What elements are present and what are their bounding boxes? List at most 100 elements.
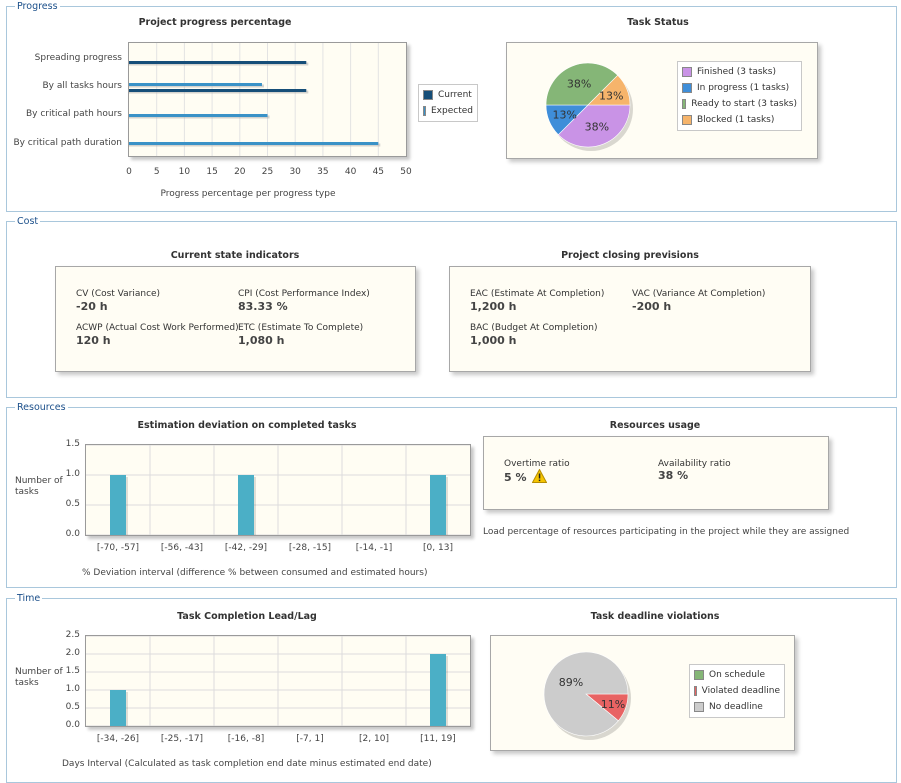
blocked-swatch <box>682 115 692 125</box>
closing-previsions-title: Project closing previsions <box>561 250 699 261</box>
cv-value: -20 h <box>76 300 108 313</box>
resources-usage-panel: Overtime ratio 5 % Availability ratio 38… <box>483 436 829 510</box>
x-tick: [-56, -43] <box>160 543 204 553</box>
violated-swatch <box>694 686 697 696</box>
progress-x-tick: 5 <box>153 167 160 177</box>
legend-item-on-schedule: On schedule <box>694 667 780 683</box>
bar <box>430 475 446 535</box>
availability-label: Availability ratio <box>658 459 731 469</box>
progress-x-tick: 0 <box>126 167 132 177</box>
progress-x-tick: 10 <box>178 167 191 177</box>
pie-slice-label: 13% <box>599 89 623 102</box>
progress-section: Progress <box>6 1 897 212</box>
legend-label: On schedule <box>709 670 765 680</box>
cost-section: Cost <box>6 216 897 398</box>
bar <box>110 475 126 535</box>
no-deadline-swatch <box>694 702 704 712</box>
current-swatch <box>423 90 433 100</box>
time-section-title: Time <box>17 593 41 604</box>
deadline-chart: 89% 11% On schedule Violated deadline No … <box>490 635 795 751</box>
resources-usage-title: Resources usage <box>609 420 701 431</box>
x-tick: [2, 10] <box>359 734 389 744</box>
y-tick: 1.0 <box>65 684 80 694</box>
vac-value: -200 h <box>632 300 672 313</box>
legend-label: In progress (1 tasks) <box>697 83 790 93</box>
pie-slice-ready-to-start <box>545 62 619 106</box>
bar-expected <box>129 83 262 86</box>
deviation-x-axis-label: % Deviation interval (difference % betwe… <box>82 568 428 578</box>
legend-label: Ready to start (3 tasks) <box>691 99 797 109</box>
task-status-legend: Finished (3 tasks) In progress (1 tasks)… <box>677 61 802 131</box>
progress-x-tick: 35 <box>317 167 329 177</box>
pie-slice-label: 11% <box>601 698 625 711</box>
progress-chart-title: Project progress percentage <box>138 17 292 28</box>
progress-section-title: Progress <box>17 1 58 12</box>
y-tick: 0.5 <box>65 499 80 509</box>
cpi-label: CPI (Cost Performance Index) <box>238 289 370 299</box>
ready-swatch <box>682 99 687 109</box>
progress-x-tick: 25 <box>261 167 274 177</box>
y-tick: 0.5 <box>65 702 80 712</box>
y-tick: 1.5 <box>65 439 80 449</box>
pie-slice-no-deadline <box>543 651 629 737</box>
y-tick: 2.0 <box>65 648 80 658</box>
x-tick: [-16, -8] <box>227 734 265 744</box>
cost-section-title: Cost <box>17 216 39 227</box>
eac-label: EAC (Estimate At Completion) <box>470 289 605 299</box>
pie-slice-label: 13% <box>552 109 576 122</box>
overtime-label: Overtime ratio <box>504 459 570 469</box>
progress-x-tick: 20 <box>234 167 246 177</box>
etc-label: ETC (Estimate To Complete) <box>238 323 364 333</box>
x-tick: [-7, 1] <box>296 734 324 744</box>
cv-label: CV (Cost Variance) <box>76 289 161 299</box>
y-tick: 2.5 <box>65 630 80 640</box>
closing-previsions-panel: EAC (Estimate At Completion) 1,200 h VAC… <box>449 266 811 372</box>
on-schedule-swatch <box>694 670 704 680</box>
finished-swatch <box>682 67 692 77</box>
warning-icon <box>532 468 548 483</box>
progress-cat-label: Spreading progress <box>34 53 122 63</box>
pie-slice-label: 38% <box>585 120 609 133</box>
legend-label: Blocked (1 tasks) <box>697 115 775 125</box>
vac-label: VAC (Variance At Completion) <box>632 289 766 299</box>
legend-label: No deadline <box>709 702 763 712</box>
availability-value: 38 % <box>658 469 689 482</box>
leadlag-y-label-1: Number of <box>15 667 63 677</box>
legend-item-finished: Finished (3 tasks) <box>682 64 797 80</box>
x-tick: [-34, -26] <box>96 734 140 744</box>
deviation-chart <box>85 444 471 536</box>
legend-item-current: Current <box>423 87 473 103</box>
y-tick: 1.0 <box>65 469 80 479</box>
task-status-chart: 38% 13% 38% 13% Finished (3 tasks) In progr… <box>506 42 818 159</box>
progress-x-axis-label: Progress percentage per progress type <box>160 189 336 199</box>
leadlag-chart <box>85 635 471 727</box>
pie-slice-label: 38% <box>567 78 591 91</box>
legend-label: Finished (3 tasks) <box>697 67 776 77</box>
cpi-value: 83.33 % <box>238 300 288 313</box>
progress-cat-label: By critical path duration <box>13 138 122 148</box>
pie-slice-blocked <box>587 74 631 106</box>
bar-expected <box>129 142 379 145</box>
resources-section: Resources <box>6 402 897 588</box>
x-tick: [-42, -29] <box>224 543 268 553</box>
legend-item-blocked: Blocked (1 tasks) <box>682 112 797 128</box>
x-tick: [-70, -57] <box>96 543 140 553</box>
legend-item-no-deadline: No deadline <box>694 699 780 715</box>
in-progress-swatch <box>682 83 692 93</box>
legend-item-in-progress: In progress (1 tasks) <box>682 80 797 96</box>
overtime-value-text: 5 % <box>504 471 527 484</box>
deviation-chart-title: Estimation deviation on completed tasks <box>137 420 357 431</box>
resources-section-title: Resources <box>17 402 66 413</box>
legend-label: Violated deadline <box>701 686 780 696</box>
bar <box>238 475 254 535</box>
progress-x-tick: 45 <box>372 167 385 177</box>
expected-swatch <box>423 106 426 116</box>
bar-current <box>129 61 307 64</box>
bar-current <box>129 89 307 92</box>
deviation-y-label-2: tasks <box>15 487 39 497</box>
progress-chart <box>128 42 407 157</box>
x-tick: [0, 13] <box>423 543 453 553</box>
progress-cat-label: By critical path hours <box>26 109 122 119</box>
legend-item-ready: Ready to start (3 tasks) <box>682 96 797 112</box>
legend-label: Current <box>438 90 472 100</box>
